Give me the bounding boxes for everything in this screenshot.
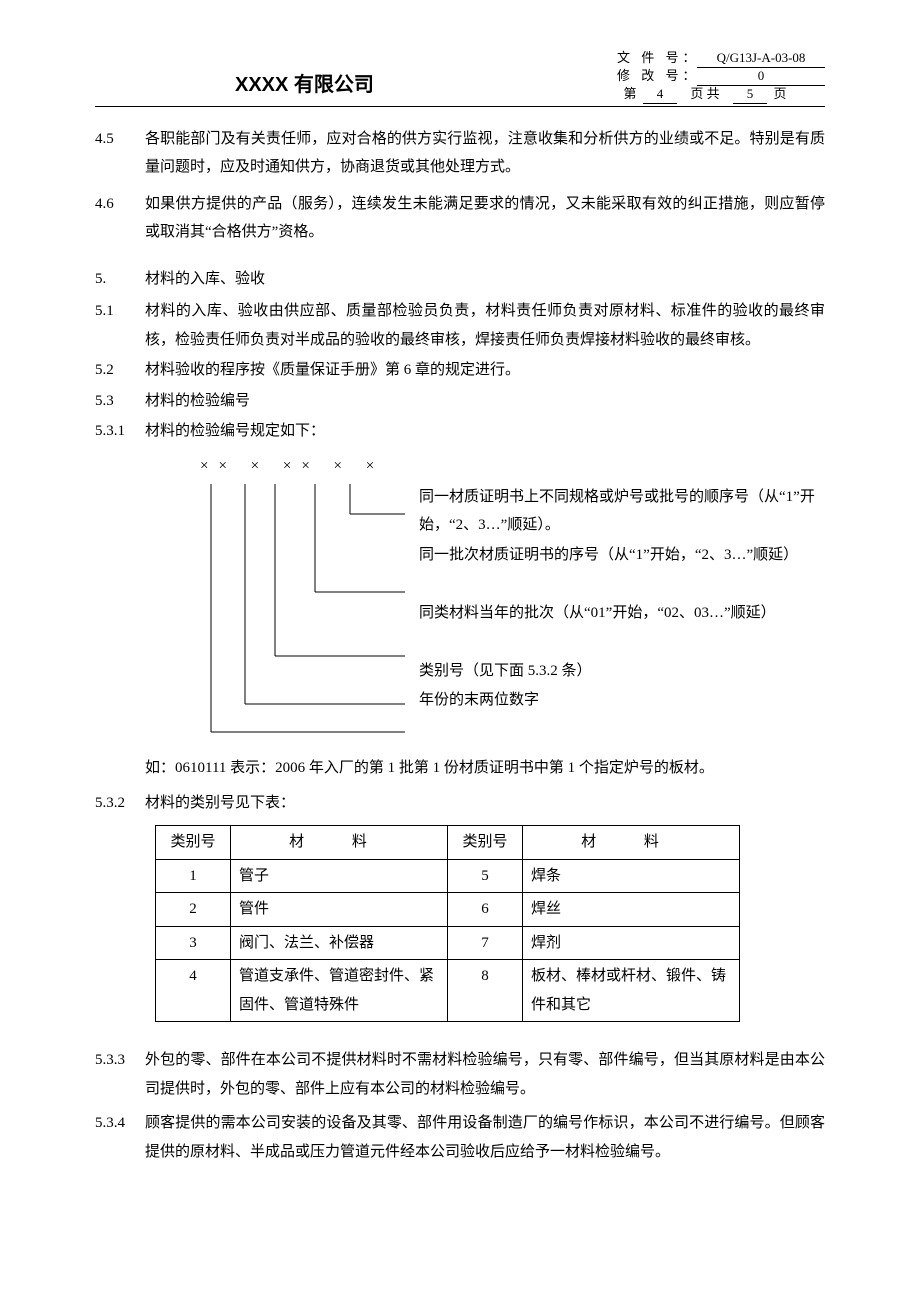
table-header: 类别号: [448, 826, 523, 860]
item-number: 5.1: [95, 297, 145, 354]
material-category-table: 类别号 材 料 类别号 材 料 1 管子 5 焊条 2 管件 6 焊丝 3 阀门: [155, 825, 740, 1022]
page-header: XXXX 有限公司 文 件 号： Q/G13J-A-03-08 修 改 号： 0…: [95, 50, 825, 107]
item-5-3: 5.3 材料的检验编号: [95, 387, 825, 416]
page-total: 5: [733, 86, 767, 104]
item-text: 材料的类别号见下表：: [145, 789, 825, 818]
item-text: 材料的入库、验收: [145, 265, 825, 294]
bracket-label-5: 年份的末两位数字: [419, 687, 825, 715]
table-header: 材 料: [231, 826, 448, 860]
table-header-row: 类别号 材 料 类别号 材 料: [156, 826, 740, 860]
table-row: 3 阀门、法兰、补偿器 7 焊剂: [156, 926, 740, 960]
bracket-lines-icon: [155, 484, 405, 744]
item-number: 5.3: [95, 387, 145, 416]
bracket-labels: 同一材质证明书上不同规格或炉号或批号的顺序号（从“1”开始，“2、3…”顺延）。…: [405, 484, 825, 715]
table-row: 2 管件 6 焊丝: [156, 893, 740, 927]
table-cell: 2: [156, 893, 231, 927]
table-cell: 管子: [231, 859, 448, 893]
table-cell: 8: [448, 960, 523, 1022]
item-number: 5.: [95, 265, 145, 294]
item-text: 各职能部门及有关责任师，应对合格的供方实行监视，注意收集和分析供方的业绩或不足。…: [145, 125, 825, 182]
item-5-3-4: 5.3.4 顾客提供的需本公司安装的设备及其零、部件用设备制造厂的编号作标识，本…: [95, 1109, 825, 1166]
item-5-3-1: 5.3.1 材料的检验编号规定如下：: [95, 417, 825, 446]
table-cell: 6: [448, 893, 523, 927]
item-5-3-3: 5.3.3 外包的零、部件在本公司不提供材料时不需材料检验编号，只有零、部件编号…: [95, 1046, 825, 1103]
item-4-5: 4.5 各职能部门及有关责任师，应对合格的供方实行监视，注意收集和分析供方的业绩…: [95, 125, 825, 182]
doc-no-value: Q/G13J-A-03-08: [697, 50, 825, 68]
page-row: 第 4 页 共 5 页: [617, 86, 825, 104]
bracket-label-4: 类别号（见下面 5.3.2 条）: [419, 658, 825, 687]
bracket-label-1: 同一材质证明书上不同规格或炉号或批号的顺序号（从“1”开始，“2、3…”顺延）。: [419, 484, 825, 542]
table-cell: 3: [156, 926, 231, 960]
item-text: 材料的入库、验收由供应部、质量部检验员负责，材料责任师负责对原材料、标准件的验收…: [145, 297, 825, 354]
rev-value: 0: [697, 68, 825, 86]
item-number: 5.2: [95, 356, 145, 385]
rev-label: 修 改 号：: [617, 68, 697, 85]
table-row: 1 管子 5 焊条: [156, 859, 740, 893]
table-cell: 5: [448, 859, 523, 893]
company-name: XXXX 有限公司: [95, 66, 617, 104]
page-suffix: 页: [767, 86, 793, 103]
item-text: 顾客提供的需本公司安装的设备及其零、部件用设备制造厂的编号作标识，本公司不进行编…: [145, 1109, 825, 1166]
item-number: 5.3.2: [95, 789, 145, 818]
encoding-diagram: ×× × ×× × × 同一材质: [155, 452, 825, 745]
bracket-label-2: 同一批次材质证明书的序号（从“1”开始，“2、3…”顺延）: [419, 542, 825, 600]
table-cell: 焊条: [523, 859, 740, 893]
doc-info-box: 文 件 号： Q/G13J-A-03-08 修 改 号： 0 第 4 页 共 5…: [617, 50, 825, 104]
item-4-6: 4.6 如果供方提供的产品（服务），连续发生未能满足要求的情况，又未能采取有效的…: [95, 190, 825, 247]
bracket-wrap: 同一材质证明书上不同规格或炉号或批号的顺序号（从“1”开始，“2、3…”顺延）。…: [155, 484, 825, 744]
page-current: 4: [643, 86, 677, 104]
item-number: 4.5: [95, 125, 145, 182]
item-text: 材料验收的程序按《质量保证手册》第 6 章的规定进行。: [145, 356, 825, 385]
item-5-1: 5.1 材料的入库、验收由供应部、质量部检验员负责，材料责任师负责对原材料、标准…: [95, 297, 825, 354]
item-text: 如果供方提供的产品（服务），连续发生未能满足要求的情况，又未能采取有效的纠正措施…: [145, 190, 825, 247]
table-cell: 管道支承件、管道密封件、紧固件、管道特殊件: [231, 960, 448, 1022]
table-cell: 焊剂: [523, 926, 740, 960]
page-mid: 页 共: [677, 86, 733, 103]
item-5-3-2: 5.3.2 材料的类别号见下表：: [95, 789, 825, 818]
table-cell: 管件: [231, 893, 448, 927]
doc-no-row: 文 件 号： Q/G13J-A-03-08: [617, 50, 825, 68]
table-cell: 1: [156, 859, 231, 893]
rev-row: 修 改 号： 0: [617, 68, 825, 86]
table-cell: 板材、棒材或杆材、锻件、铸件和其它: [523, 960, 740, 1022]
doc-no-label: 文 件 号：: [617, 50, 697, 67]
item-text: 材料的检验编号规定如下：: [145, 417, 825, 446]
item-text: 外包的零、部件在本公司不提供材料时不需材料检验编号，只有零、部件编号，但当其原材…: [145, 1046, 825, 1103]
item-number: 4.6: [95, 190, 145, 247]
table-row: 4 管道支承件、管道密封件、紧固件、管道特殊件 8 板材、棒材或杆材、锻件、铸件…: [156, 960, 740, 1022]
item-number: 5.3.3: [95, 1046, 145, 1103]
table-cell: 7: [448, 926, 523, 960]
item-number: 5.3.4: [95, 1109, 145, 1166]
table-cell: 阀门、法兰、补偿器: [231, 926, 448, 960]
encoding-example: 如：0610111 表示：2006 年入厂的第 1 批第 1 份材质证明书中第 …: [145, 754, 825, 783]
table-header: 材 料: [523, 826, 740, 860]
page-prefix: 第: [617, 86, 643, 103]
table-cell: 4: [156, 960, 231, 1022]
item-text: 材料的检验编号: [145, 387, 825, 416]
bracket-label-3: 同类材料当年的批次（从“01”开始，“02、03…”顺延）: [419, 600, 825, 658]
item-5: 5. 材料的入库、验收: [95, 265, 825, 294]
page: XXXX 有限公司 文 件 号： Q/G13J-A-03-08 修 改 号： 0…: [0, 0, 920, 1218]
table-header: 类别号: [156, 826, 231, 860]
item-5-2: 5.2 材料验收的程序按《质量保证手册》第 6 章的规定进行。: [95, 356, 825, 385]
encoding-marks: ×× × ×× × ×: [155, 452, 825, 481]
item-number: 5.3.1: [95, 417, 145, 446]
table-cell: 焊丝: [523, 893, 740, 927]
